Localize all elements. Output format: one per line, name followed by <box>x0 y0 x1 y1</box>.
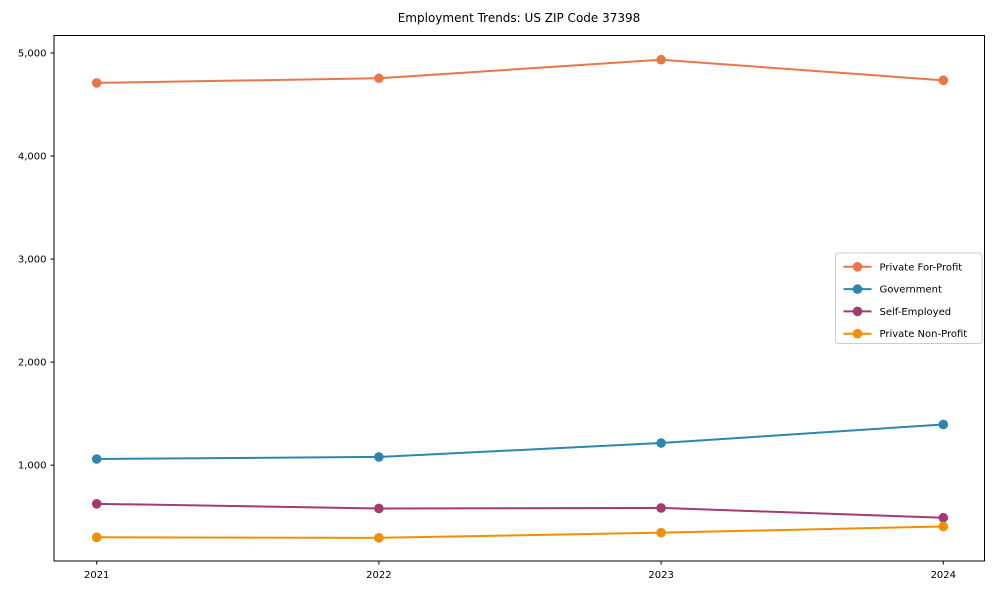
data-point-private-non-profit <box>656 527 666 538</box>
legend-item-self-employed: Self-Employed <box>843 306 952 318</box>
y-tick-label: 3,000 <box>18 255 47 266</box>
x-tick-label: 2021 <box>84 570 109 581</box>
legend-marker-icon <box>852 306 863 317</box>
x-tick-label: 2023 <box>648 570 673 581</box>
legend-label: Self-Employed <box>880 307 952 318</box>
data-point-government <box>656 438 666 448</box>
plot-area: 1,000 2,000 3,000 4,000 5,000 2021 2022 2023 202… <box>18 35 985 581</box>
series-line-private-for-profit <box>95 58 945 84</box>
legend-item-private-non-profit: Private Non-Profit <box>843 328 968 340</box>
legend-marker-icon <box>852 328 863 339</box>
series-line-private-non-profit <box>95 525 945 539</box>
y-tick-label: 2,000 <box>18 358 47 369</box>
data-point-government <box>91 454 102 464</box>
legend-label: Private Non-Profit <box>880 329 968 340</box>
y-tick-label: 4,000 <box>18 152 47 163</box>
series-line-self-employed <box>95 502 945 519</box>
series-government <box>91 419 949 464</box>
x-tick-label: 2024 <box>931 570 956 581</box>
data-point-private-for-profit <box>938 75 949 86</box>
data-point-private-for-profit <box>91 78 102 88</box>
legend-box <box>835 252 983 344</box>
legend-label: Government <box>880 285 942 296</box>
legend-item-private-for-profit: Private For-Profit <box>843 262 963 273</box>
y-tick-label: 5,000 <box>18 49 47 60</box>
chart-title: Employment Trends: US ZIP Code 37398 <box>398 11 641 25</box>
data-point-private-for-profit <box>656 54 666 65</box>
data-point-government <box>938 419 949 430</box>
data-point-self-employed <box>656 503 666 513</box>
series-private-non-profit <box>91 521 949 543</box>
data-point-private-non-profit <box>374 533 384 543</box>
data-point-self-employed <box>91 499 102 509</box>
legend: Private For-Profit Government Self-Employe… <box>835 252 983 344</box>
y-tick-label: 1,000 <box>18 461 47 472</box>
plot-area-border <box>53 35 985 562</box>
data-point-government <box>374 452 384 462</box>
legend-item-government: Government <box>843 284 942 296</box>
data-point-private-non-profit <box>938 521 949 532</box>
series-private-for-profit <box>91 54 949 88</box>
series-line-government <box>95 423 945 460</box>
legend-label: Private For-Profit <box>880 262 963 273</box>
legend-marker-icon <box>852 262 863 272</box>
series-self-employed <box>91 499 949 523</box>
data-point-private-for-profit <box>374 73 384 84</box>
x-tick-label: 2022 <box>366 570 391 581</box>
data-point-self-employed <box>938 512 949 523</box>
data-point-private-non-profit <box>91 532 102 543</box>
legend-marker-icon <box>852 284 863 294</box>
data-point-self-employed <box>374 503 384 514</box>
